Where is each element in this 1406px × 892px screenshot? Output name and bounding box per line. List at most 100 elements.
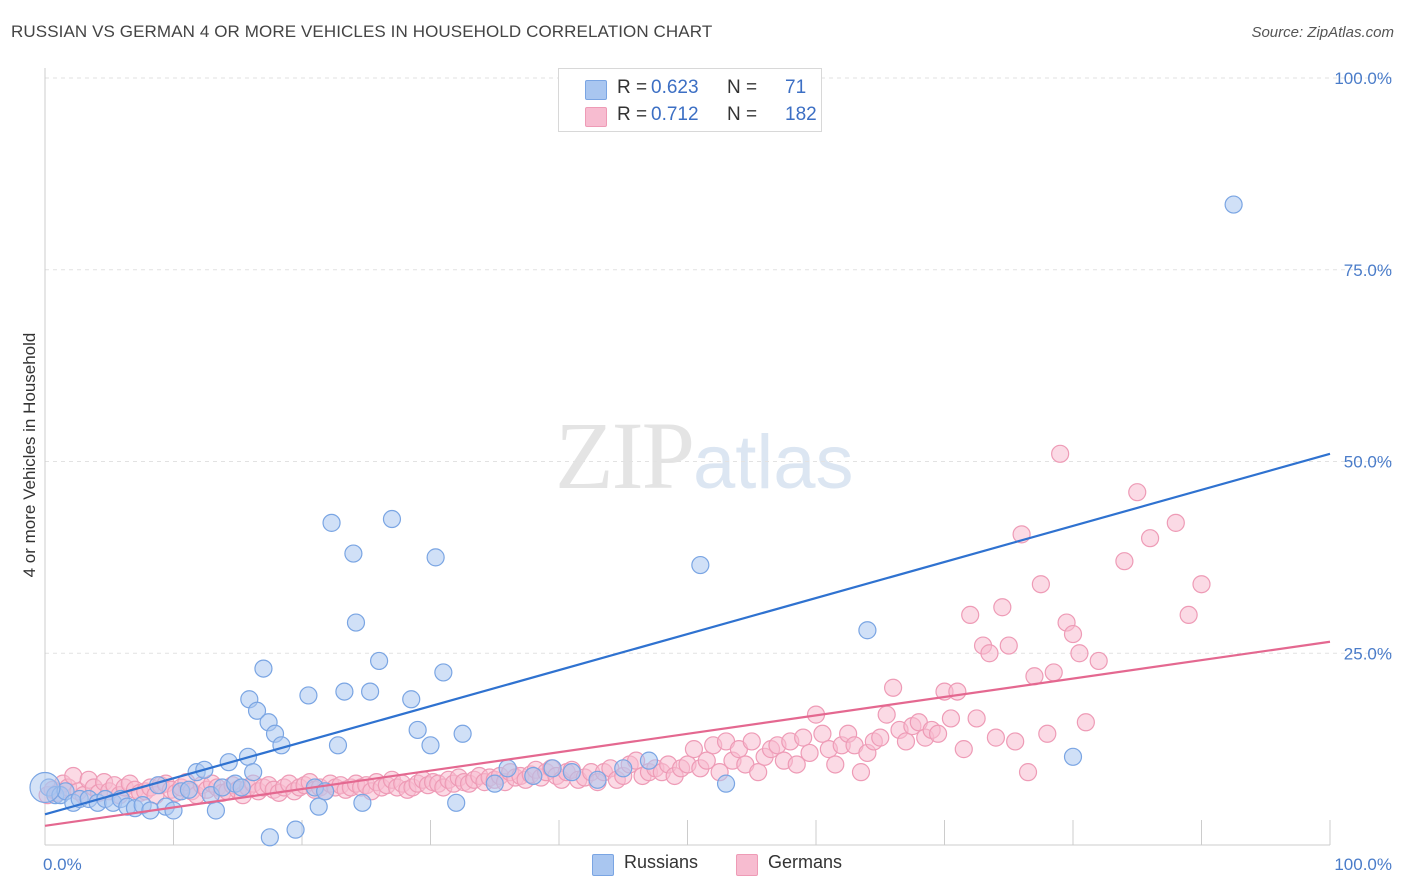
grid-lines [45, 77, 1392, 654]
russians-n-label: N = [727, 77, 758, 98]
chart-title: RUSSIAN VS GERMAN 4 OR MORE VEHICLES IN … [11, 22, 713, 41]
axes [44, 68, 1331, 846]
russian-point [344, 544, 363, 563]
russian-point [254, 659, 273, 678]
russian-point [453, 724, 472, 743]
russian-point [588, 770, 607, 789]
german-point [800, 743, 819, 763]
russian-point [691, 555, 710, 575]
german-point [1070, 644, 1089, 663]
german-point [1089, 651, 1108, 671]
zipatlas-watermark: ZIPatlas [555, 400, 854, 511]
russian-point [426, 548, 445, 567]
germans-points [38, 444, 1211, 805]
germans-legend-label: Germans [768, 852, 843, 872]
german-point [813, 724, 832, 743]
russian-point [322, 513, 341, 532]
russian-point [232, 778, 251, 797]
russian-point [164, 801, 183, 820]
russian-cluster-point [29, 771, 61, 804]
german-point [794, 728, 813, 747]
russian-point [639, 751, 659, 770]
german-point [787, 755, 806, 774]
german-point [684, 740, 704, 759]
russian-point [309, 797, 328, 816]
russian-point [1224, 195, 1243, 214]
german-point [1166, 513, 1185, 532]
german-point [1031, 575, 1050, 594]
y-tick-label: 75.0% [1344, 261, 1392, 280]
german-point [928, 724, 948, 743]
german-point [1192, 575, 1211, 594]
russian-point [299, 686, 318, 705]
germans-r-label: R = [617, 104, 648, 125]
watermark-zip: ZIP [555, 402, 695, 509]
german-point [1140, 529, 1160, 548]
y-tick-label: 100.0% [1334, 69, 1392, 88]
russians-trend-line [44, 452, 1331, 816]
germans-trend-line [44, 640, 1331, 827]
watermark-atlas: atlas [693, 420, 854, 505]
russian-point [485, 774, 504, 793]
german-point [896, 732, 916, 751]
german-point [883, 678, 903, 697]
russian-point [382, 509, 402, 529]
german-point [941, 709, 961, 728]
russian-point [434, 663, 453, 682]
german-point [948, 682, 967, 701]
german-point [961, 605, 980, 625]
y-tick-label: 50.0% [1344, 453, 1392, 472]
german-point [877, 705, 896, 724]
russian-point [524, 766, 543, 786]
russian-point [286, 820, 305, 839]
russian-point [421, 736, 440, 755]
russian-point [328, 736, 348, 755]
russian-point [179, 780, 199, 799]
germans-swatch [585, 107, 607, 127]
german-point [1115, 552, 1134, 571]
german-point [826, 755, 845, 774]
russian-point [346, 613, 366, 632]
german-point [1018, 763, 1038, 782]
correlation-legend: R = 0.623 N = 71 R = 0.712 N = 182 [558, 68, 822, 132]
russian-point [498, 759, 517, 778]
russian-point [260, 828, 279, 847]
russians-n-value: 71 [785, 77, 807, 98]
russian-point [206, 801, 226, 820]
russian-point [614, 759, 633, 778]
germans-n-value: 182 [785, 104, 817, 125]
russian-point [361, 682, 380, 701]
german-point [1128, 483, 1147, 502]
german-point [1179, 605, 1198, 625]
russian-point [1063, 747, 1083, 766]
german-point [1038, 724, 1057, 743]
german-point [1076, 713, 1095, 732]
russian-point [402, 690, 421, 709]
russian-point [370, 651, 389, 671]
tick-labels: 25.0% 50.0% 75.0% 100.0% 0.0% 100.0% [43, 69, 1392, 874]
russian-point [335, 682, 354, 701]
russians-r-value: 0.623 [651, 77, 699, 98]
german-point [749, 763, 768, 782]
german-point [871, 728, 890, 747]
russian-point [562, 763, 581, 782]
russian-point [447, 793, 466, 812]
source-credit: Source: ZipAtlas.com [1251, 24, 1394, 41]
german-point [742, 732, 761, 751]
german-point [64, 766, 83, 786]
russian-point [353, 793, 372, 812]
german-point [980, 644, 999, 663]
russian-point [408, 720, 427, 740]
russian-point [716, 774, 736, 793]
russian-point [247, 701, 267, 720]
german-point [1044, 663, 1063, 682]
y-tick-label: 25.0% [1344, 644, 1392, 663]
germans-r-value: 0.712 [651, 104, 699, 125]
german-point [1051, 444, 1070, 463]
trend-lines [44, 452, 1331, 827]
russians-swatch [585, 80, 607, 100]
russian-point [543, 759, 562, 778]
german-point [1006, 732, 1025, 751]
russian-point [244, 763, 263, 782]
